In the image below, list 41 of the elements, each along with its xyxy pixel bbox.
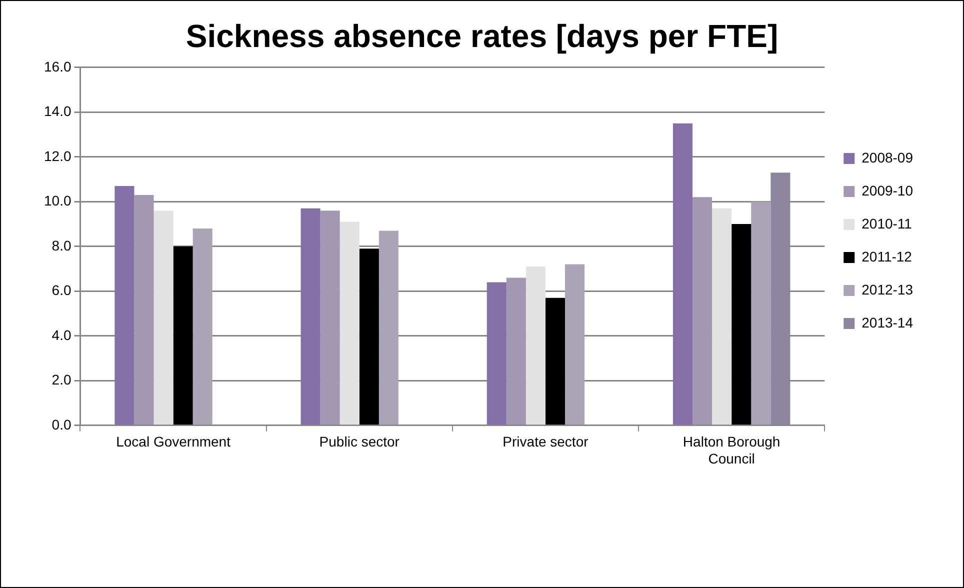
bar [154, 210, 174, 425]
y-tick-label: 2.0 [52, 372, 72, 388]
bar [340, 222, 360, 425]
bar [320, 210, 340, 425]
legend-label: 2008-09 [862, 149, 914, 166]
y-tick-label: 0.0 [52, 416, 72, 432]
bar [526, 266, 546, 425]
y-tick-label: 4.0 [52, 326, 72, 343]
x-tick-label: Private sector [502, 434, 589, 450]
bar [672, 123, 692, 425]
bar [751, 202, 771, 425]
bar [692, 197, 712, 425]
legend-label: 2011-12 [862, 248, 912, 264]
bar [770, 172, 790, 425]
bar [173, 246, 193, 425]
bar [114, 186, 134, 425]
legend-label: 2009-10 [862, 182, 914, 198]
bar [565, 264, 585, 425]
y-tick-label: 10.0 [44, 192, 72, 209]
bar [359, 248, 379, 425]
y-tick-label: 8.0 [52, 237, 72, 254]
chart-title: Sickness absence rates [days per FTE] [186, 18, 778, 54]
x-tick-label: Local Government [116, 434, 231, 450]
bar [712, 208, 732, 425]
bar [506, 278, 526, 425]
bar [486, 282, 506, 425]
bar [134, 194, 154, 425]
x-tick-label: Public sector [319, 434, 400, 450]
legend-label: 2012-13 [862, 281, 914, 298]
bar [378, 230, 398, 425]
bar [545, 298, 566, 425]
y-tick-label: 16.0 [44, 58, 72, 74]
bar [732, 224, 752, 425]
y-tick-label: 12.0 [44, 148, 72, 164]
legend-label: 2013-14 [862, 314, 914, 330]
y-tick-label: 6.0 [52, 282, 72, 298]
bar [300, 208, 320, 425]
x-tick-label: Halton Borough Council [682, 434, 780, 466]
y-tick-label: 14.0 [44, 103, 72, 120]
bar [192, 228, 212, 425]
legend-label: 2010-11 [862, 215, 912, 232]
